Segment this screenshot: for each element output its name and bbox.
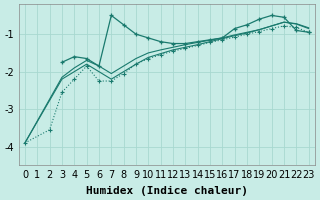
- X-axis label: Humidex (Indice chaleur): Humidex (Indice chaleur): [86, 186, 248, 196]
